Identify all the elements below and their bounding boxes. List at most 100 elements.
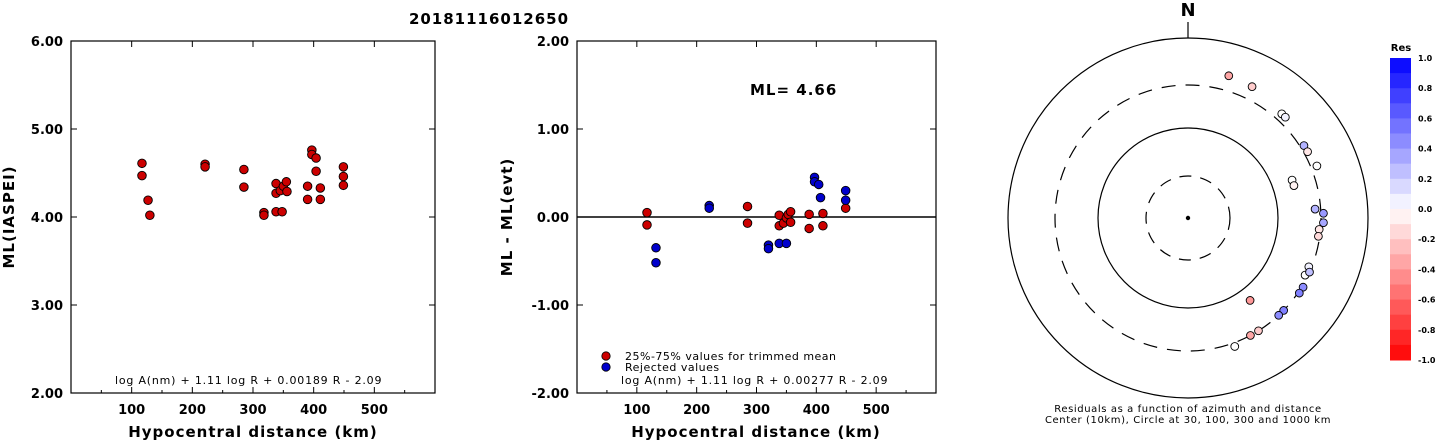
polar-station-point xyxy=(1303,147,1312,157)
polar-caption-line1: Residuals as a function of azimuth and d… xyxy=(1054,404,1322,415)
panel2-rejected-point xyxy=(651,258,661,268)
panel-residual-vs-distance: 100 200 300 400 500 -2.00 -1.00 0.00 1.00 2.00 ML… xyxy=(498,35,937,441)
colorbar-title: Res xyxy=(1391,43,1411,54)
panel1-ytick-label: 3.00 xyxy=(31,299,63,314)
colorbar-swatch xyxy=(1390,299,1411,316)
panel2-xtick-label: 100 xyxy=(623,403,650,418)
polar-station-point xyxy=(1319,218,1328,228)
colorbar-tick-label: -1.0 xyxy=(1418,356,1436,365)
legend-trimmed-marker xyxy=(601,351,611,361)
panel2-ytick-label: 2.00 xyxy=(537,35,569,50)
north-label: N xyxy=(1180,0,1195,21)
colorbar-swatch xyxy=(1390,133,1411,150)
polar-station-point xyxy=(1245,296,1255,305)
colorbar-tick-label: -0.2 xyxy=(1418,235,1436,244)
polar-station-point xyxy=(1254,326,1263,336)
colorbar-swatch xyxy=(1390,178,1411,195)
polar-station-point xyxy=(1247,82,1257,92)
panel1-point xyxy=(137,170,147,181)
panel1-ylabel: ML(IASPEI) xyxy=(0,165,18,268)
legend-rejected-label: Rejected values xyxy=(625,361,720,374)
colorbar-swatch xyxy=(1390,314,1411,331)
panel2-point xyxy=(785,217,796,228)
panel2-xtick-label: 200 xyxy=(683,403,710,418)
panel2-ytick-label: -1.00 xyxy=(532,299,569,314)
panel2-rejected-point xyxy=(840,195,851,206)
polar-station-point xyxy=(1312,161,1322,171)
colorbar-swatch xyxy=(1390,103,1411,119)
colorbar-tick-label: 0.0 xyxy=(1418,205,1433,214)
colorbar-swatch xyxy=(1390,344,1411,361)
residual-colorbar: Res 1.0 0.8 0.6 0.4 0.2 0.0 -0.2 -0.4 -0.6 -0.8 -1… xyxy=(1390,43,1436,365)
polar-station-point xyxy=(1319,208,1328,218)
polar-station-point xyxy=(1310,204,1320,214)
panel2-point xyxy=(818,208,828,219)
event-title: 20181116012650 xyxy=(409,10,569,28)
colorbar-tick-label: -0.4 xyxy=(1418,265,1436,274)
polar-station-point xyxy=(1274,310,1284,320)
panel2-point xyxy=(642,220,652,230)
colorbar-tick-label: 1.0 xyxy=(1418,54,1433,63)
panel1-ticks: 100 200 300 400 500 2.00 3.00 4.00 5.00 6.00 xyxy=(31,35,435,418)
panel2-xtick-label: 500 xyxy=(863,403,890,418)
panel1-frame xyxy=(70,40,436,394)
polar-caption-line2: Center (10km), Circle at 30, 100, 300 an… xyxy=(1045,415,1331,426)
panel1-point xyxy=(259,210,269,220)
panel1-point xyxy=(277,206,287,217)
panel2-legend: 25%-75% values for trimmed mean Rejected… xyxy=(601,350,836,374)
colorbar-swatch xyxy=(1390,73,1411,89)
colorbar-swatch xyxy=(1390,329,1411,346)
panel2-points xyxy=(642,172,851,268)
colorbar-swatch xyxy=(1390,88,1411,104)
panel2-point xyxy=(642,207,652,218)
panel1-point xyxy=(302,194,313,205)
panel1-xtick-label: 500 xyxy=(361,403,388,418)
panel1-ytick-label: 4.00 xyxy=(31,211,63,226)
panel1-point xyxy=(145,210,155,220)
colorbar-swatch xyxy=(1390,284,1411,301)
panel2-xtick-label: 300 xyxy=(743,403,770,418)
panel2-xlabel: Hypocentral distance (km) xyxy=(631,423,881,441)
ring-300km xyxy=(1054,84,1322,352)
colorbar-swatch xyxy=(1390,58,1411,74)
polar-station-point xyxy=(1280,112,1290,122)
panel1-xtick-label: 300 xyxy=(239,403,266,418)
panel2-ticks: 100 200 300 400 500 -2.00 -1.00 0.00 1.00 2.00 xyxy=(532,35,936,418)
ring-30km xyxy=(1145,175,1231,261)
panel1-point xyxy=(311,166,321,176)
panel2-point xyxy=(840,203,851,213)
panel1-point xyxy=(338,180,349,191)
panel1-ytick-label: 6.00 xyxy=(31,35,63,50)
panel2-ytick-label: 0.00 xyxy=(537,211,569,226)
colorbar-tick-label: -0.8 xyxy=(1418,326,1436,335)
panel2-rejected-point xyxy=(840,185,851,196)
panel2-point xyxy=(804,223,814,234)
panel1-formula: log A(nm) + 1.11 log R + 0.00189 R - 2.0… xyxy=(115,374,382,387)
panel1-point xyxy=(311,153,321,163)
legend-rejected-marker xyxy=(601,362,611,372)
panel2-point xyxy=(742,201,753,212)
colorbar-tick-label: 0.4 xyxy=(1418,145,1433,154)
panel1-point xyxy=(200,162,210,172)
colorbar-swatch xyxy=(1390,118,1411,134)
panel1-point xyxy=(281,177,292,187)
colorbar-swatches xyxy=(1390,58,1411,361)
panel1-point xyxy=(302,181,313,191)
colorbar-swatch xyxy=(1390,269,1411,285)
panel1-point xyxy=(315,194,326,205)
panel1-xtick-label: 400 xyxy=(300,403,327,418)
panel1-point xyxy=(338,171,349,182)
panel2-rejected-point xyxy=(704,203,714,213)
panel2-formula: log A(nm) + 1.11 log R + 0.00277 R - 2.0… xyxy=(621,374,888,387)
panel-azimuth-map: N Residuals as a function of azimuth and… xyxy=(1007,0,1369,426)
colorbar-swatch xyxy=(1390,239,1411,255)
panel1-point xyxy=(282,186,292,197)
polar-station-point xyxy=(1294,288,1304,298)
panel2-ylabel: ML - ML(evt) xyxy=(498,158,516,276)
polar-station-point xyxy=(1224,71,1234,81)
panel1-point xyxy=(239,182,249,192)
panel2-xtick-label: 400 xyxy=(803,403,830,418)
colorbar-tick-label: 0.2 xyxy=(1418,175,1432,184)
ring-1000km xyxy=(1007,37,1369,399)
